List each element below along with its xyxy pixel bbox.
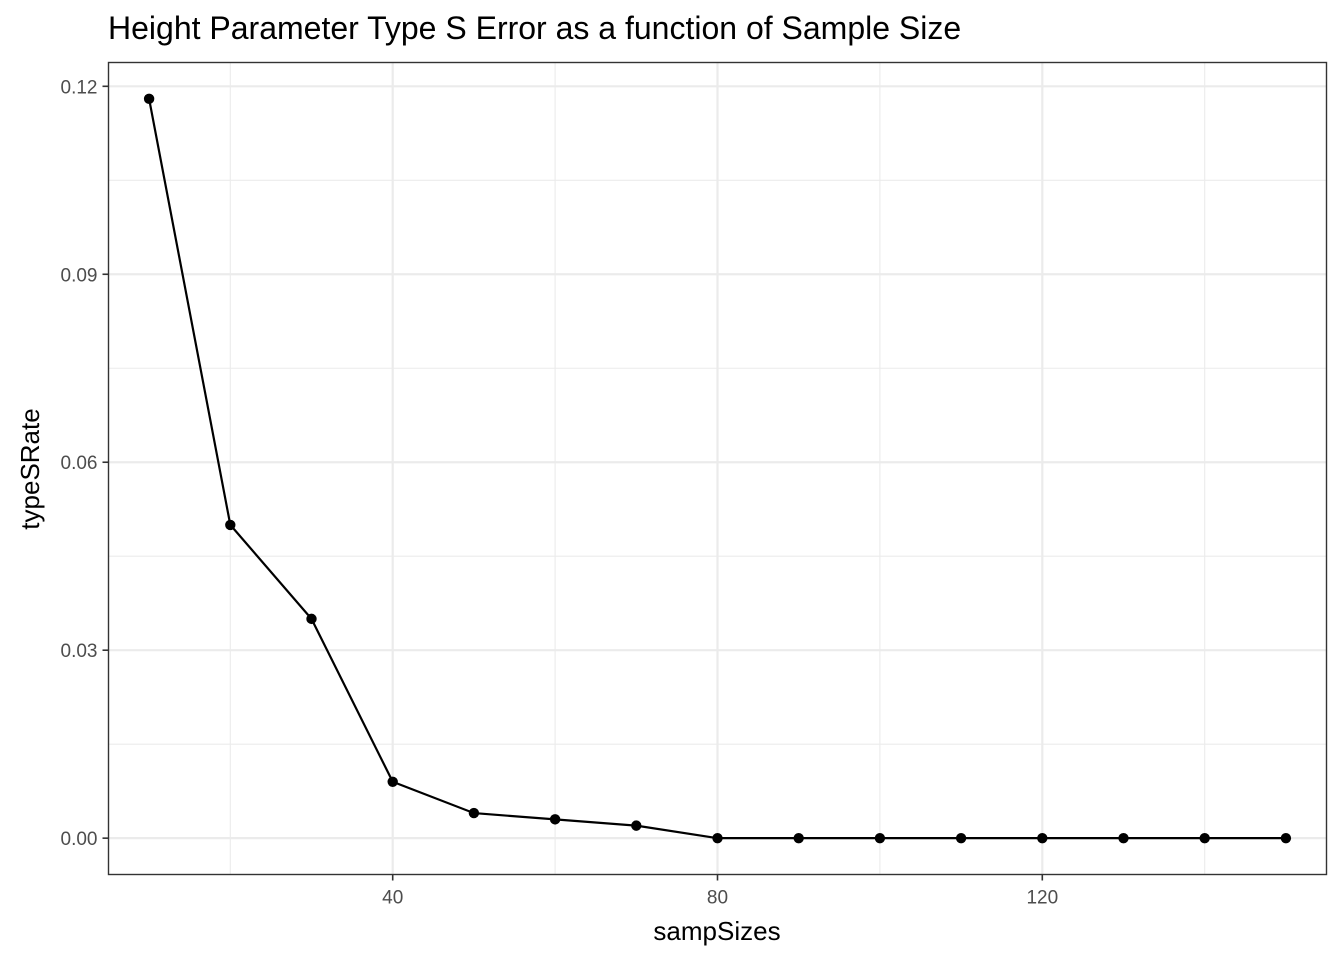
- x-tick-label: 80: [707, 888, 728, 909]
- data-point: [955, 832, 967, 844]
- x-tick-label: 40: [382, 888, 403, 909]
- axes: 40 80 120 0.00 0.03 0.06 0.09 0.12: [61, 77, 1059, 908]
- data-point: [1199, 832, 1210, 844]
- y-axis-title: typeSRate: [15, 408, 45, 529]
- data-point: [793, 832, 804, 844]
- y-tick-label: 0.12: [61, 77, 98, 98]
- data-point: [387, 776, 398, 787]
- data-point: [143, 93, 155, 105]
- chart-title: Height Parameter Type S Error as a funct…: [108, 10, 961, 46]
- y-tick-label: 0.00: [61, 829, 98, 850]
- data-point: [549, 814, 561, 825]
- data-point: [1037, 832, 1048, 844]
- y-tick-label: 0.03: [61, 641, 98, 662]
- data-point: [1118, 832, 1129, 844]
- data-point: [631, 820, 642, 831]
- data-point: [1280, 832, 1292, 844]
- y-tick-label: 0.09: [61, 265, 98, 286]
- series-layer: [143, 93, 1292, 844]
- data-point: [306, 613, 317, 625]
- y-tick-label: 0.06: [61, 453, 98, 474]
- x-tick-label: 120: [1026, 888, 1058, 909]
- data-point: [468, 807, 480, 819]
- x-axis-title: sampSizes: [653, 916, 780, 946]
- data-point: [874, 832, 886, 844]
- data-point: [712, 832, 723, 844]
- grid: [108, 62, 1327, 875]
- data-point: [225, 519, 236, 531]
